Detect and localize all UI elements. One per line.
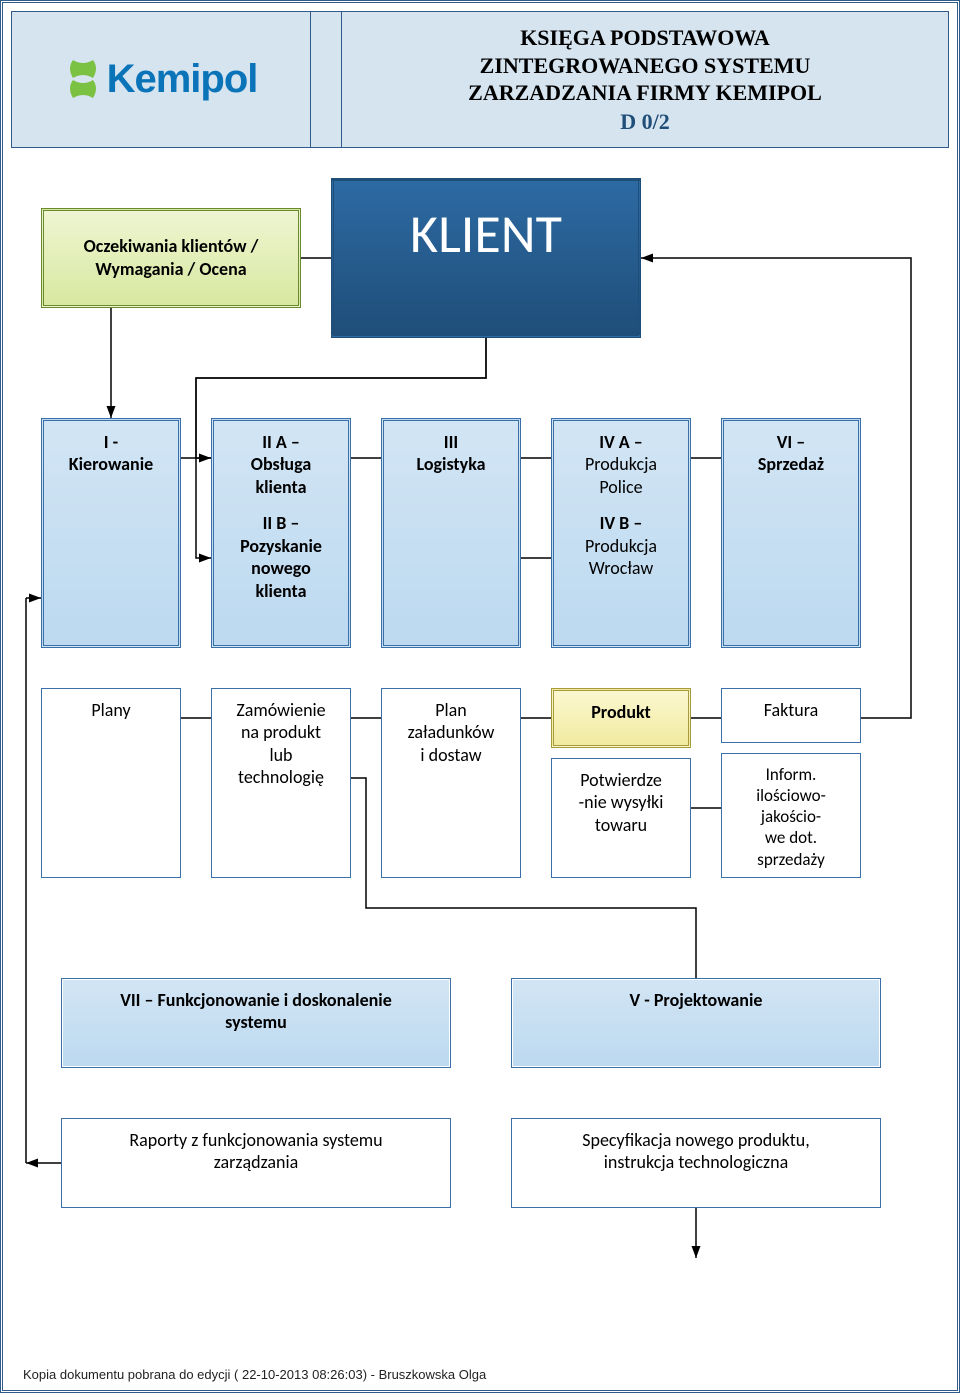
node-faktura: Faktura: [721, 688, 861, 743]
title-line-2: ZINTEGROWANEGO SYSTEMU: [352, 52, 938, 80]
logo-cell: Kemipol: [11, 11, 311, 148]
node-oczekiwania: Oczekiwania klientów / Wymagania / Ocena: [41, 208, 301, 308]
node-inform: Inform. ilościowo- jakościo- we dot. spr…: [721, 753, 861, 878]
title-line-1: KSIĘGA PODSTAWOWA: [352, 24, 938, 52]
node-oczekiwania-text: Oczekiwania klientów / Wymagania / Ocena: [50, 235, 292, 280]
node-plan-zaladunkow: Plan załadunków i dostaw: [381, 688, 521, 878]
diagram: Oczekiwania klientów / Wymagania / Ocena…: [11, 178, 949, 1378]
header-spacer: [311, 11, 341, 148]
node-zamowienie: Zamówienie na produkt lub technologię: [211, 688, 351, 878]
header: Kemipol KSIĘGA PODSTAWOWA ZINTEGROWANEGO…: [11, 11, 949, 148]
node-produkt: Produkt: [551, 688, 691, 748]
node-klient: KLIENT: [331, 178, 641, 338]
node-logistyka: III Logistyka: [381, 418, 521, 648]
footer-text: Kopia dokumentu pobrana do edycji ( 22-1…: [23, 1367, 486, 1382]
logo: Kemipol: [65, 57, 258, 102]
node-sprzedaz: VI – Sprzedaż: [721, 418, 861, 648]
node-plany: Plany: [41, 688, 181, 878]
node-kierowanie: I - Kierowanie: [41, 418, 181, 648]
node-projektowanie: V - Projektowanie: [511, 978, 881, 1068]
node-potwierdzenie: Potwierdze -nie wysyłki towaru: [551, 758, 691, 878]
node-obsluga: II A – Obsługa klienta II B – Pozyskanie…: [211, 418, 351, 648]
node-specyfikacja: Specyfikacja nowego produktu, instrukcja…: [511, 1118, 881, 1208]
node-klient-text: KLIENT: [410, 201, 562, 269]
node-funkcjonowanie: VII – Funkcjonowanie i doskonalenie syst…: [61, 978, 451, 1068]
logo-text: Kemipol: [107, 57, 258, 102]
title-cell: KSIĘGA PODSTAWOWA ZINTEGROWANEGO SYSTEMU…: [341, 11, 949, 148]
doc-code: D 0/2: [352, 109, 938, 135]
page: Kemipol KSIĘGA PODSTAWOWA ZINTEGROWANEGO…: [0, 0, 960, 1393]
logo-icon: [65, 58, 101, 100]
node-produkcja: IV A – Produkcja Police IV B – Produkcja…: [551, 418, 691, 648]
title-line-3: ZARZADZANIA FIRMY KEMIPOL: [352, 79, 938, 107]
node-raporty: Raporty z funkcjonowania systemu zarządz…: [61, 1118, 451, 1208]
